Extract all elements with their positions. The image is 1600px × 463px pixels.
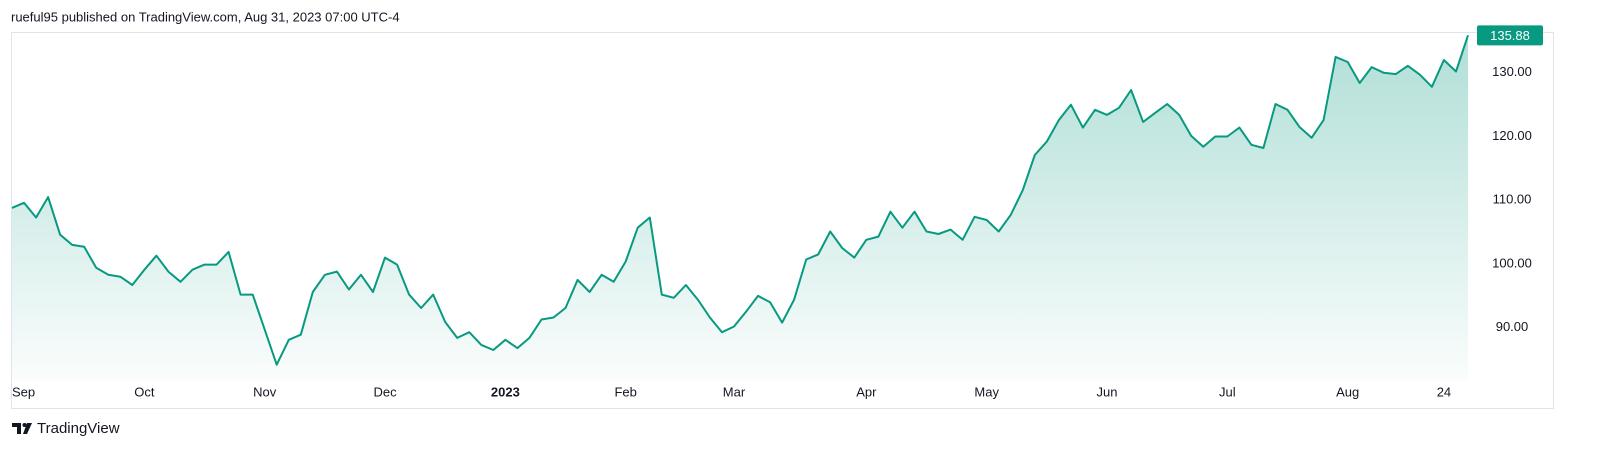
x-tick-label: Feb: [614, 384, 636, 399]
x-tick-label: Oct: [134, 384, 155, 399]
brand: TradingView: [37, 420, 120, 437]
x-tick-label: 24: [1437, 384, 1451, 399]
x-tick-label: Jul: [1219, 384, 1236, 399]
attribution: rueful95 published on TradingView.com, A…: [11, 9, 400, 24]
x-tick-label: Dec: [373, 384, 397, 399]
chart-frame: [11, 32, 1554, 409]
x-tick-label: Sep: [12, 384, 35, 399]
y-tick-label: 120.00: [1492, 128, 1532, 143]
price-line: [11, 34, 1469, 366]
x-tick-label: May: [974, 384, 999, 399]
y-tick-label: 90.00: [1496, 319, 1529, 334]
area-fill: [12, 35, 1468, 381]
y-tick-label: 130.00: [1492, 64, 1532, 79]
x-tick-label: Jun: [1097, 384, 1118, 399]
x-tick-label: Mar: [723, 384, 746, 399]
x-tick-label: 2023: [491, 384, 520, 399]
x-tick-label: Aug: [1336, 384, 1359, 399]
y-tick-label: 100.00: [1492, 255, 1532, 270]
last-price-label: 135.88: [1490, 28, 1530, 43]
brand-logo: [12, 423, 32, 434]
x-tick-label: Apr: [856, 384, 877, 399]
y-tick-label: 110.00: [1493, 192, 1532, 207]
x-tick-label: Nov: [253, 384, 277, 399]
last-price-tag: [1477, 25, 1543, 46]
